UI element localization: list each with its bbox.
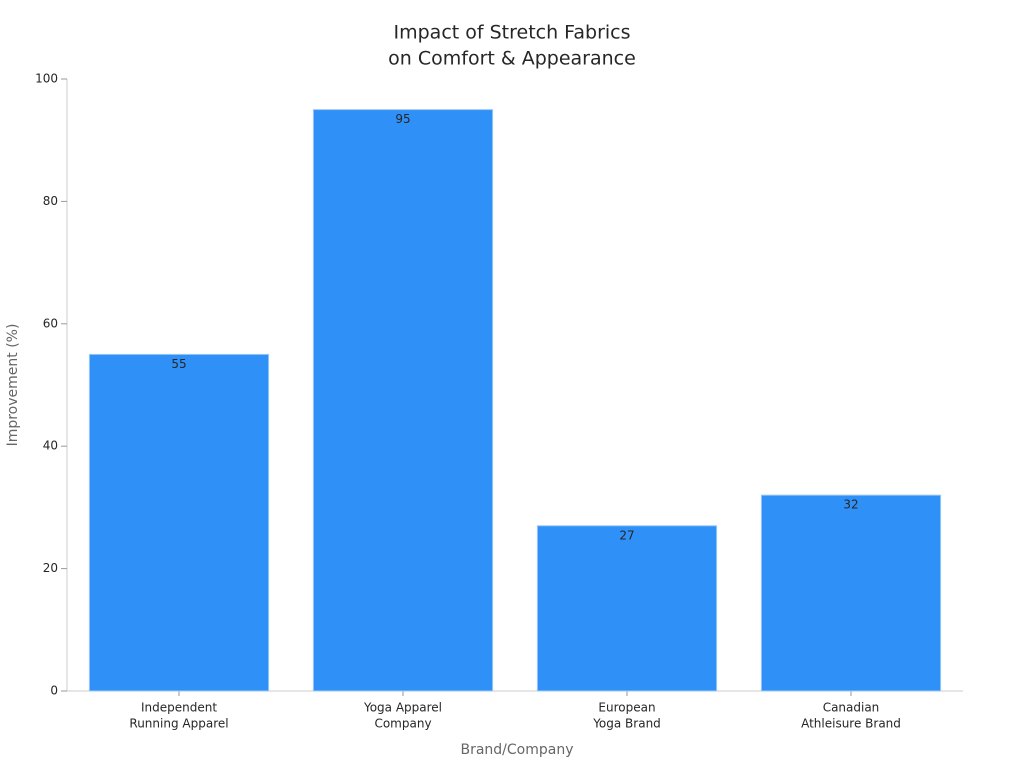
bar <box>760 494 942 692</box>
bar <box>536 525 718 692</box>
x-tick-label: Yoga Apparel <box>363 701 442 715</box>
x-tick-label: Athleisure Brand <box>801 717 901 731</box>
y-axis-label: Improvement (%) <box>5 324 21 447</box>
x-tick-label: Canadian <box>823 701 880 715</box>
y-tick-label: 0 <box>50 684 58 698</box>
y-tick-label: 60 <box>43 316 58 330</box>
x-tick-label: Running Apparel <box>129 717 228 731</box>
x-axis-label: Brand/Company <box>460 742 573 758</box>
x-tick-label: Company <box>374 717 431 731</box>
value-label: 95 <box>395 112 410 126</box>
y-tick-label: 100 <box>35 72 58 86</box>
bar <box>312 109 494 692</box>
x-tick-label: Yoga Brand <box>592 717 661 731</box>
value-label: 55 <box>171 357 186 371</box>
value-label: 27 <box>619 528 634 542</box>
chart-title: Impact of Stretch Fabrics <box>394 22 631 44</box>
y-tick-label: 20 <box>43 561 58 575</box>
y-tick-label: 40 <box>43 439 58 453</box>
bar <box>88 353 270 692</box>
x-tick-label: European <box>598 701 655 715</box>
value-label: 32 <box>843 498 858 512</box>
chart-title: on Comfort & Appearance <box>388 48 636 70</box>
y-tick-label: 80 <box>43 194 58 208</box>
x-tick-label: Independent <box>141 701 217 715</box>
